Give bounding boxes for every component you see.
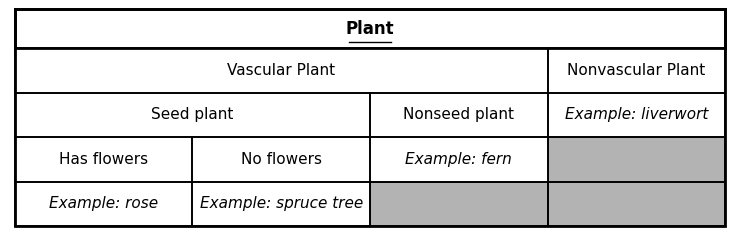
Text: Nonvascular Plant: Nonvascular Plant [568, 63, 705, 78]
Bar [548, 182, 725, 226]
Bar [548, 93, 725, 137]
Bar [15, 182, 192, 226]
Text: Has flowers: Has flowers [59, 152, 148, 167]
Text: Nonseed plant: Nonseed plant [403, 107, 514, 123]
Text: Example: liverwort: Example: liverwort [565, 107, 708, 123]
Bar [15, 137, 192, 182]
Text: Example: spruce tree: Example: spruce tree [200, 196, 363, 211]
Bar [548, 48, 725, 93]
Text: Vascular Plant: Vascular Plant [227, 63, 335, 78]
Bar [15, 48, 548, 93]
Bar [370, 93, 548, 137]
Bar [192, 137, 370, 182]
Bar [192, 182, 370, 226]
Text: Seed plant: Seed plant [151, 107, 234, 123]
Text: Plant: Plant [346, 20, 394, 38]
Text: Example: fern: Example: fern [406, 152, 512, 167]
Bar [15, 9, 725, 48]
Bar [548, 137, 725, 182]
Bar [15, 93, 370, 137]
Bar [370, 137, 548, 182]
Text: Example: rose: Example: rose [49, 196, 158, 211]
Text: No flowers: No flowers [240, 152, 322, 167]
Bar [370, 182, 548, 226]
